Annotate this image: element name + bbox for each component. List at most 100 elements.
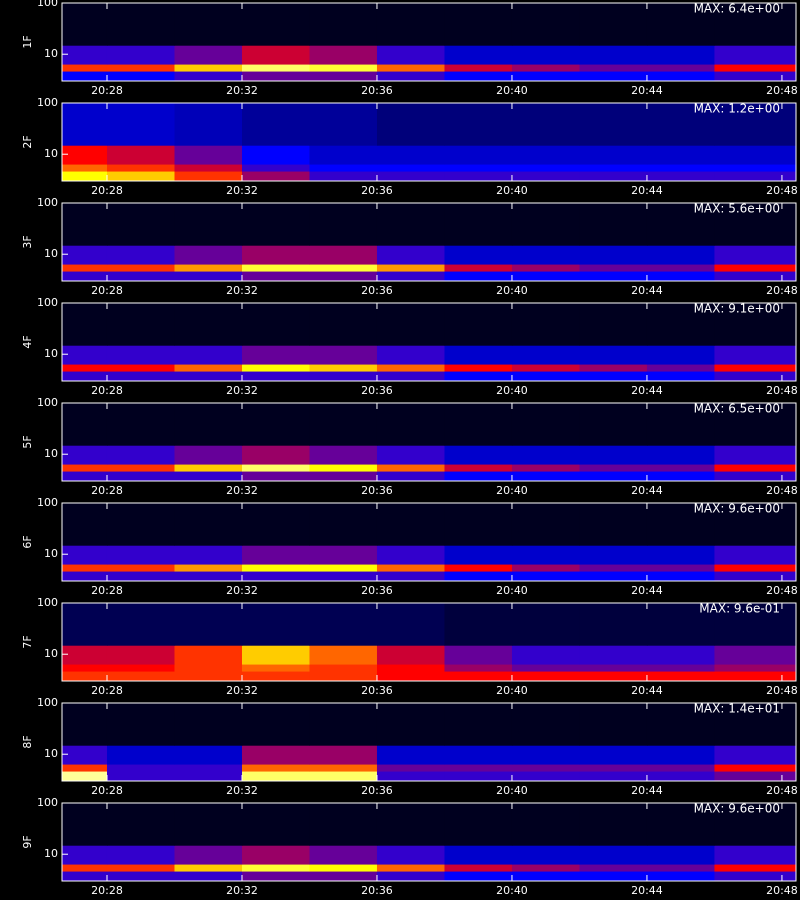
heat-cell	[444, 303, 513, 346]
heat-cell	[106, 471, 175, 482]
plot-frame	[61, 602, 797, 682]
heat-cell	[376, 545, 445, 565]
heat-cell	[579, 764, 648, 772]
heat-cell	[714, 171, 797, 182]
x-tick-label: 20:48	[766, 484, 798, 497]
heat-cell	[444, 771, 513, 782]
heat-cell	[174, 503, 243, 546]
heat-cell	[376, 803, 445, 846]
x-tick-label: 20:48	[766, 884, 798, 897]
x-tick-label: 20:32	[226, 484, 258, 497]
x-tick-label: 20:48	[766, 284, 798, 297]
heat-cell	[376, 64, 445, 72]
heat-cell	[511, 671, 580, 682]
heat-cell	[106, 271, 175, 282]
heat-cell	[106, 771, 175, 782]
heat-cell	[376, 103, 445, 146]
heat-cell	[106, 371, 175, 382]
heat-cell	[376, 871, 445, 882]
x-tick-label: 20:48	[766, 384, 798, 397]
heat-cell	[241, 164, 310, 172]
heat-cell	[241, 171, 310, 182]
y-axis-label: 8F	[21, 735, 34, 748]
heat-cell	[174, 603, 243, 646]
heat-cell	[62, 371, 108, 382]
y-axis-label: 5F	[21, 435, 34, 448]
heat-cell	[579, 503, 648, 546]
heat-cell	[579, 745, 648, 765]
heat-cell	[511, 445, 580, 465]
heat-cell	[62, 203, 108, 246]
heat-cell	[106, 703, 175, 746]
y-tick-label: 100	[37, 0, 58, 9]
heat-cell	[376, 345, 445, 365]
heat-cell	[309, 645, 378, 665]
heat-cell	[444, 745, 513, 765]
heat-cell	[579, 145, 648, 165]
heat-cell	[714, 403, 797, 446]
heat-cell	[106, 503, 175, 546]
heat-cell	[309, 564, 378, 572]
x-tick-label: 20:32	[226, 584, 258, 597]
x-tick-label: 20:40	[496, 584, 528, 597]
heat-cell	[646, 271, 715, 282]
heat-cell	[444, 845, 513, 865]
heat-cell	[444, 245, 513, 265]
heat-cell	[241, 303, 310, 346]
heat-cell	[309, 845, 378, 865]
heat-cell	[106, 45, 175, 65]
heat-cell	[309, 445, 378, 465]
heat-cell	[511, 503, 580, 546]
heat-cell	[309, 464, 378, 472]
heat-cell	[62, 703, 108, 746]
heat-cell	[646, 864, 715, 872]
heat-cell	[714, 545, 797, 565]
heat-cell	[714, 71, 797, 82]
heat-cell	[646, 164, 715, 172]
heat-cell	[309, 45, 378, 65]
heat-cell	[62, 164, 108, 172]
heat-cell	[309, 264, 378, 272]
y-tick-label: 100	[37, 796, 58, 809]
heat-cell	[309, 145, 378, 165]
heat-cell	[106, 571, 175, 582]
heat-cell	[241, 771, 310, 782]
heat-cell	[106, 64, 175, 72]
heat-cell	[714, 571, 797, 582]
heat-cell	[309, 864, 378, 872]
heat-cell	[714, 503, 797, 546]
heat-cell	[62, 503, 108, 546]
heat-cell	[376, 403, 445, 446]
x-tick-label: 20:28	[91, 684, 123, 697]
heat-cell	[646, 545, 715, 565]
heat-cell	[444, 664, 513, 672]
heat-cell	[444, 645, 513, 665]
heat-cell	[511, 203, 580, 246]
heat-cell	[511, 645, 580, 665]
heat-cell	[241, 671, 310, 682]
heat-cell	[376, 671, 445, 682]
heat-cell	[62, 664, 108, 672]
heat-cell	[174, 64, 243, 72]
heat-cell	[511, 664, 580, 672]
heat-cell	[714, 264, 797, 272]
heat-cell	[511, 264, 580, 272]
heat-cell	[241, 545, 310, 565]
heat-cell	[174, 45, 243, 65]
heat-cell	[646, 171, 715, 182]
plot-frame	[61, 802, 797, 882]
heat-cell	[106, 303, 175, 346]
x-tick-label: 20:44	[631, 884, 663, 897]
heat-cell	[309, 745, 378, 765]
heat-cell	[444, 464, 513, 472]
heat-cell	[646, 71, 715, 82]
heat-cell	[714, 845, 797, 865]
heat-cell	[646, 145, 715, 165]
heat-cell	[106, 364, 175, 372]
heat-cell	[511, 471, 580, 482]
heat-cell	[511, 71, 580, 82]
heat-cell	[714, 745, 797, 765]
heat-cell	[62, 264, 108, 272]
heat-cell	[174, 164, 243, 172]
plot-frame	[61, 302, 797, 382]
